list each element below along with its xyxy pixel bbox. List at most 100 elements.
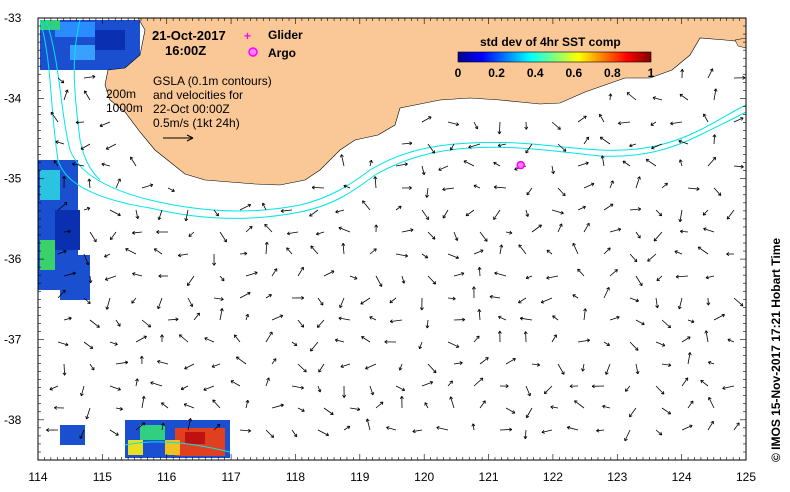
velocity-arrow bbox=[661, 319, 672, 329]
velocity-arrow bbox=[57, 202, 68, 211]
velocity-arrow bbox=[212, 399, 221, 409]
velocity-arrow bbox=[622, 160, 631, 167]
colorbar-tick-label: 0.8 bbox=[604, 66, 621, 80]
velocity-arrow bbox=[552, 315, 559, 321]
velocity-arrow bbox=[525, 385, 532, 397]
velocity-arrow bbox=[219, 231, 227, 243]
x-tick-label: 115 bbox=[93, 470, 112, 484]
velocity-arrow bbox=[317, 385, 322, 393]
velocity-arrow bbox=[453, 272, 465, 277]
velocity-arrow bbox=[447, 296, 456, 301]
x-tick-label: 117 bbox=[222, 470, 241, 484]
credit-text: © IMOS 15-Nov-2017 17:21 Hobart Time bbox=[769, 238, 783, 462]
velocity-arrow bbox=[421, 116, 432, 123]
velocity-arrow bbox=[497, 121, 502, 135]
velocity-arrow bbox=[141, 395, 146, 409]
velocity-arrow bbox=[609, 269, 618, 277]
velocity-arrow bbox=[707, 68, 714, 79]
velocity-arrow bbox=[704, 330, 709, 343]
argo-float-marker bbox=[516, 160, 525, 170]
velocity-arrow bbox=[89, 363, 95, 371]
velocity-arrow bbox=[343, 184, 351, 189]
velocity-arrow bbox=[186, 275, 195, 287]
velocity-arrow bbox=[629, 341, 639, 351]
velocity-arrow bbox=[271, 403, 284, 409]
velocity-arrow bbox=[523, 429, 528, 439]
velocity-arrow bbox=[135, 422, 146, 431]
velocity-arrow bbox=[518, 297, 527, 304]
velocity-arrow bbox=[141, 319, 152, 328]
velocity-arrow bbox=[581, 363, 585, 372]
velocity-arrow bbox=[104, 253, 111, 258]
x-tick-label: 114 bbox=[28, 470, 47, 484]
x-tick-label: 121 bbox=[479, 470, 499, 484]
velocity-arrow bbox=[57, 341, 69, 347]
velocity-arrow bbox=[157, 359, 169, 365]
velocity-arrow bbox=[675, 274, 689, 279]
argo-symbol bbox=[248, 47, 258, 57]
velocity-arrow bbox=[546, 249, 553, 255]
velocity-arrow bbox=[316, 231, 325, 236]
velocity-arrow bbox=[541, 429, 553, 434]
velocity-arrow bbox=[447, 121, 459, 127]
velocity-arrow bbox=[219, 308, 224, 321]
velocity-arrow bbox=[132, 230, 143, 235]
velocity-arrow bbox=[389, 297, 397, 304]
velocity-arrow bbox=[188, 231, 195, 237]
velocity-arrow bbox=[310, 341, 319, 352]
velocity-arrow bbox=[49, 385, 59, 391]
velocity-arrow bbox=[608, 93, 613, 101]
velocity-arrow bbox=[603, 203, 614, 211]
velocity-arrow bbox=[291, 341, 298, 346]
velocity-arrow bbox=[130, 156, 137, 167]
velocity-arrow bbox=[707, 360, 715, 365]
info-line-3: 22-Oct 00:00Z bbox=[153, 102, 230, 116]
velocity-arrow bbox=[384, 339, 397, 344]
velocity-arrow bbox=[526, 187, 533, 196]
velocity-arrow bbox=[80, 143, 91, 150]
velocity-arrow bbox=[624, 385, 631, 392]
velocity-arrow bbox=[317, 429, 329, 437]
velocity-arrow bbox=[261, 202, 267, 211]
velocity-arrow bbox=[523, 331, 528, 343]
date-line-1: 21-Oct-2017 bbox=[152, 28, 226, 43]
velocity-arrow bbox=[335, 209, 345, 214]
velocity-arrow bbox=[653, 231, 663, 242]
velocity-arrow bbox=[399, 396, 404, 409]
velocity-arrow bbox=[83, 74, 96, 79]
velocity-arrow bbox=[309, 209, 319, 217]
velocity-arrow bbox=[135, 209, 140, 220]
velocity-arrow bbox=[57, 249, 67, 255]
velocity-arrow bbox=[349, 407, 361, 412]
velocity-arrow bbox=[733, 75, 746, 80]
velocity-arrow bbox=[135, 335, 147, 343]
velocity-arrow bbox=[135, 378, 139, 387]
velocity-arrow bbox=[733, 297, 744, 307]
velocity-arrow bbox=[157, 209, 163, 221]
velocity-arrow bbox=[531, 224, 542, 233]
velocity-arrow bbox=[656, 275, 663, 282]
velocity-arrow bbox=[557, 143, 567, 152]
y-tick-label: -34 bbox=[4, 91, 22, 105]
velocity-arrow bbox=[55, 140, 65, 145]
velocity-arrow bbox=[499, 427, 513, 432]
velocity-arrow bbox=[687, 400, 694, 409]
velocity-arrow bbox=[286, 231, 299, 236]
velocity-arrow bbox=[83, 341, 94, 349]
velocity-arrow bbox=[681, 377, 689, 387]
velocity-arrow bbox=[183, 403, 195, 409]
velocity-arrow bbox=[213, 209, 219, 217]
velocity-arrow bbox=[473, 249, 484, 255]
velocity-arrow bbox=[395, 385, 406, 392]
velocity-arrow bbox=[603, 287, 610, 299]
velocity-arrow bbox=[373, 176, 378, 189]
velocity-arrow bbox=[465, 209, 475, 217]
velocity-arrow bbox=[369, 159, 373, 167]
velocity-arrow bbox=[88, 275, 93, 284]
velocity-arrow bbox=[297, 407, 305, 412]
velocity-arrow bbox=[115, 319, 121, 327]
velocity-arrow bbox=[291, 295, 305, 300]
x-tick-label: 116 bbox=[157, 470, 176, 484]
velocity-arrow bbox=[609, 180, 614, 189]
velocity-arrow bbox=[702, 209, 709, 216]
